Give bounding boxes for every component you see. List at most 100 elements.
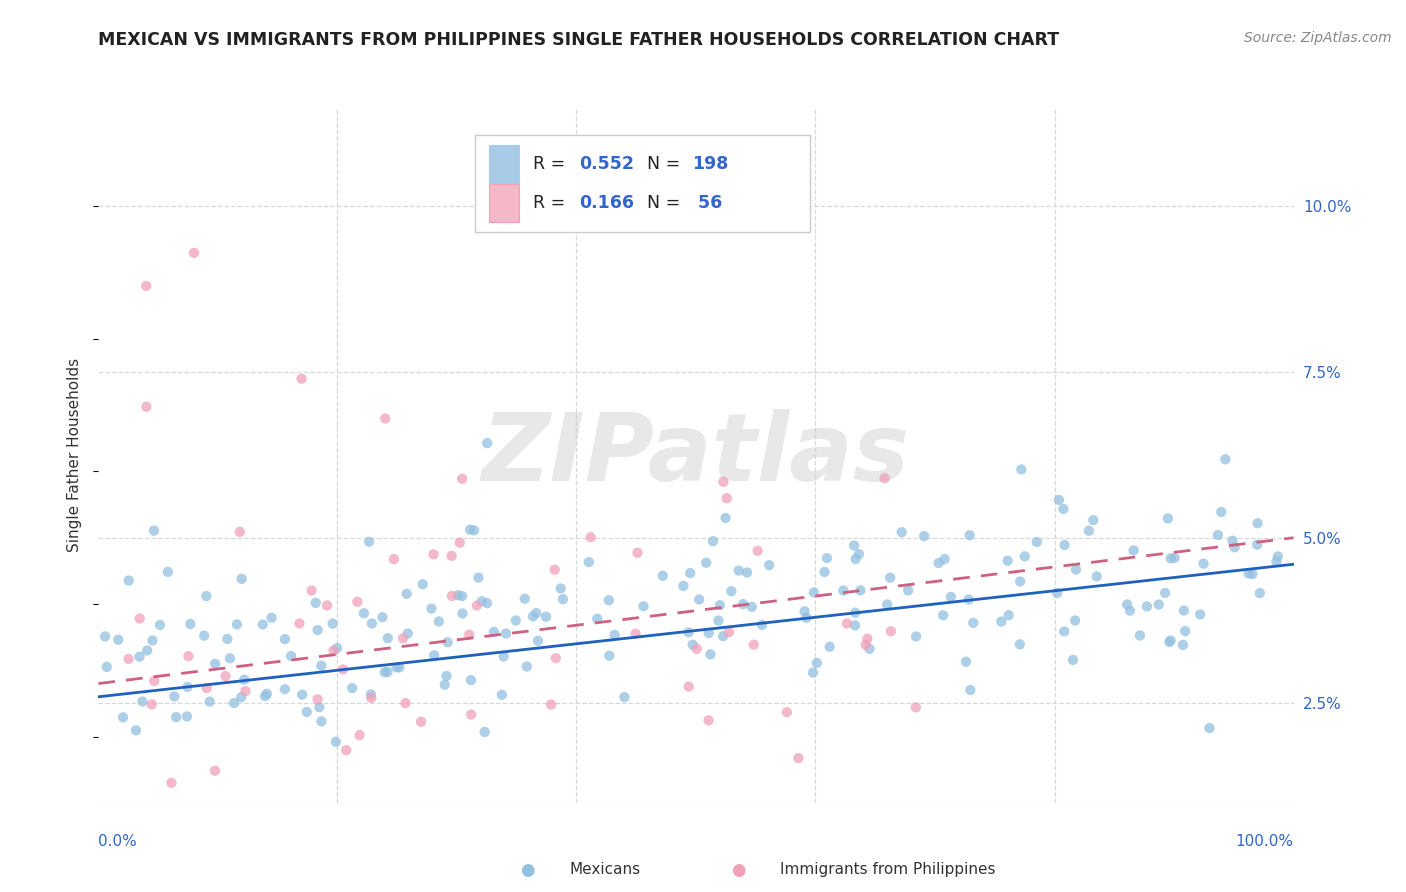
- Point: [1159, 635, 1181, 649]
- Point: [217, 632, 239, 646]
- Point: [1241, 566, 1264, 581]
- Point: [550, 582, 572, 596]
- Point: [1064, 562, 1087, 576]
- Point: [235, 684, 257, 698]
- Point: [513, 591, 536, 606]
- Point: [360, 616, 382, 631]
- Point: [934, 552, 956, 566]
- Point: [1237, 566, 1260, 581]
- Point: [377, 665, 399, 679]
- Point: [1053, 624, 1076, 639]
- Point: [624, 626, 647, 640]
- Point: [551, 592, 574, 607]
- Point: [136, 643, 159, 657]
- Point: [177, 649, 200, 664]
- Point: [195, 681, 218, 695]
- Point: [451, 472, 474, 486]
- Point: [890, 525, 912, 540]
- Point: [1189, 607, 1212, 622]
- Point: [897, 583, 920, 598]
- Point: [176, 709, 198, 723]
- Point: [198, 695, 221, 709]
- Point: [458, 523, 481, 537]
- Point: [1173, 603, 1195, 617]
- Text: 100.0%: 100.0%: [1236, 834, 1294, 849]
- Point: [1062, 653, 1084, 667]
- Point: [697, 626, 720, 640]
- Point: [222, 696, 245, 710]
- Point: [149, 618, 172, 632]
- Point: [451, 589, 474, 603]
- Point: [1160, 633, 1182, 648]
- Point: [307, 623, 329, 637]
- Point: [711, 475, 734, 489]
- Point: [131, 694, 153, 708]
- Point: [382, 552, 405, 566]
- Text: 0.552: 0.552: [579, 155, 634, 173]
- Point: [932, 608, 955, 623]
- Point: [813, 565, 835, 579]
- Point: [1116, 598, 1139, 612]
- Point: [1174, 624, 1197, 639]
- Point: [156, 565, 179, 579]
- Point: [392, 632, 415, 646]
- Point: [858, 641, 880, 656]
- Point: [699, 648, 721, 662]
- FancyBboxPatch shape: [475, 135, 810, 232]
- Point: [534, 609, 557, 624]
- Point: [183, 245, 205, 260]
- Point: [96, 660, 118, 674]
- Point: [335, 743, 357, 757]
- Point: [1077, 524, 1099, 538]
- Point: [371, 610, 394, 624]
- Point: [796, 611, 818, 625]
- Point: [1246, 538, 1268, 552]
- Point: [325, 735, 347, 749]
- Y-axis label: Single Father Households: Single Father Households: [67, 358, 83, 552]
- Point: [1222, 533, 1244, 548]
- Point: [128, 611, 150, 625]
- Point: [231, 690, 253, 705]
- Point: [179, 617, 201, 632]
- Point: [311, 714, 333, 729]
- Point: [274, 632, 297, 646]
- Point: [1010, 574, 1032, 589]
- Point: [307, 692, 329, 706]
- Point: [1052, 502, 1074, 516]
- Point: [1053, 538, 1076, 552]
- Point: [832, 583, 855, 598]
- Text: Mexicans: Mexicans: [569, 863, 641, 877]
- Point: [707, 614, 730, 628]
- Point: [374, 665, 396, 680]
- Point: [353, 607, 375, 621]
- Point: [848, 547, 870, 561]
- Point: [143, 673, 166, 688]
- Point: [423, 648, 446, 663]
- Point: [360, 690, 382, 705]
- Point: [316, 599, 339, 613]
- Point: [997, 608, 1019, 623]
- Point: [458, 627, 481, 641]
- Point: [1157, 511, 1180, 525]
- Point: [219, 651, 242, 665]
- Point: [1083, 513, 1105, 527]
- Point: [711, 629, 734, 643]
- Text: 56: 56: [692, 194, 723, 211]
- Point: [142, 524, 165, 538]
- Point: [274, 682, 297, 697]
- Point: [633, 599, 655, 614]
- Point: [688, 592, 710, 607]
- Point: [787, 751, 810, 765]
- Point: [394, 696, 416, 710]
- Point: [1119, 604, 1142, 618]
- Point: [801, 665, 824, 680]
- Point: [280, 648, 302, 663]
- Point: [427, 615, 450, 629]
- Text: 0.0%: 0.0%: [98, 834, 138, 849]
- Point: [495, 626, 517, 640]
- Point: [482, 624, 505, 639]
- Point: [260, 611, 283, 625]
- Point: [904, 700, 927, 714]
- Point: [412, 577, 434, 591]
- Point: [229, 524, 252, 539]
